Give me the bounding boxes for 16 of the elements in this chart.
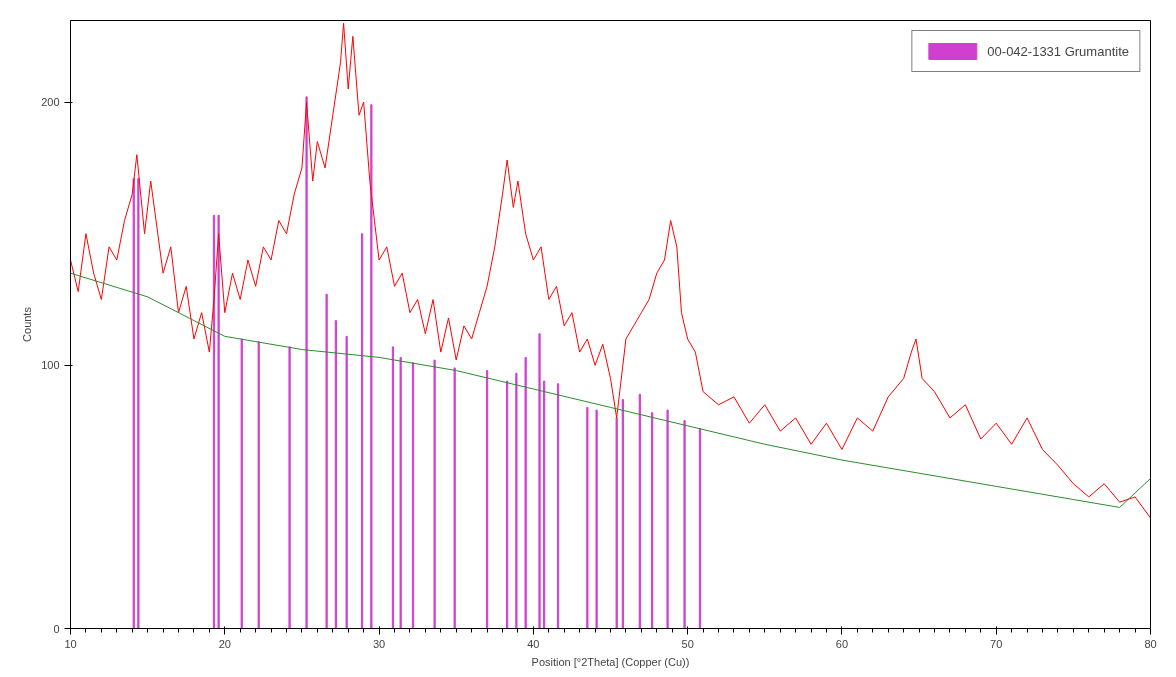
y-axis-title: Counts: [21, 306, 34, 342]
x-tick-label: 70: [990, 637, 1003, 650]
x-tick-label: 20: [218, 637, 231, 650]
x-tick-label: 50: [681, 637, 694, 650]
x-tick-label: 40: [527, 637, 540, 650]
legend-label: 00-042-1331 Grumantite: [987, 43, 1129, 59]
line-series: [70, 272, 1151, 508]
y-tick-label: 0: [53, 622, 60, 635]
y-tick-label: 200: [41, 96, 60, 109]
line-series: [70, 22, 1151, 519]
x-axis-title: Position [°2Theta] (Copper (Cu)): [531, 655, 690, 668]
y-tick-label: 100: [41, 359, 60, 372]
x-tick-label: 10: [64, 637, 77, 650]
x-tick-label: 80: [1144, 637, 1157, 650]
x-tick-label: 60: [835, 637, 849, 650]
x-tick-label: 30: [372, 637, 386, 650]
